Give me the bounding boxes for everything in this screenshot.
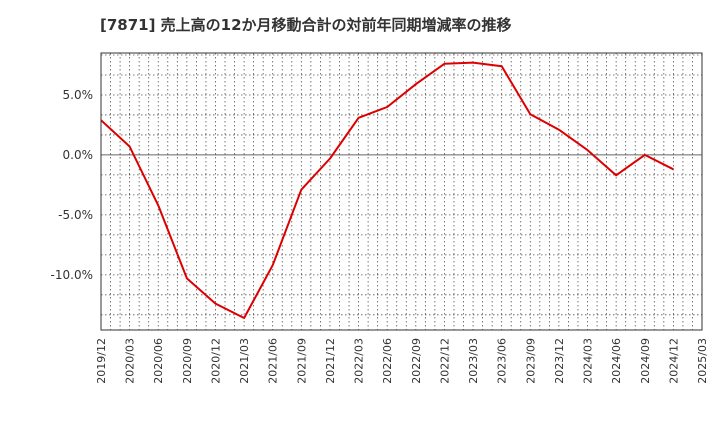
x-tick-label: 2021/12 xyxy=(324,338,337,384)
y-tick-label: -5.0% xyxy=(58,208,93,222)
x-tick-label: 2020/12 xyxy=(209,338,222,384)
chart-title: [7871] 売上高の12か月移動合計の対前年同期増減率の推移 xyxy=(100,16,512,34)
x-tick-label: 2020/09 xyxy=(181,338,194,384)
y-tick-label: 0.0% xyxy=(63,148,94,162)
y-tick-label: 5.0% xyxy=(63,88,94,102)
x-tick-label: 2019/12 xyxy=(95,338,108,384)
x-tick-label: 2024/12 xyxy=(667,338,680,384)
plot-frame xyxy=(100,52,703,331)
x-tick-label: 2024/09 xyxy=(639,338,652,384)
x-tick-label: 2020/03 xyxy=(124,338,137,384)
x-axis-ticks: 2019/12 2020/03 2020/06 2020/09 2020/12 2021/… xyxy=(95,338,709,384)
x-tick-label: 2023/09 xyxy=(524,338,537,384)
x-tick-label: 2023/03 xyxy=(467,338,480,384)
series-line xyxy=(100,61,674,319)
x-tick-label: 2022/09 xyxy=(410,338,423,384)
series-layer xyxy=(100,61,674,319)
x-tick-label: 2023/12 xyxy=(553,338,566,384)
x-tick-label: 2020/06 xyxy=(152,338,165,384)
x-tick-label: 2022/06 xyxy=(381,338,394,384)
x-tick-label: 2021/03 xyxy=(238,338,251,384)
x-tick-label: 2022/03 xyxy=(353,338,366,384)
x-tick-label: 2024/03 xyxy=(582,338,595,384)
x-tick-label: 2021/06 xyxy=(267,338,280,384)
plot-area xyxy=(101,53,702,330)
x-tick-label: 2023/06 xyxy=(496,338,509,384)
y-axis-ticks: 5.0% 0.0% -5.0% -10.0% xyxy=(51,88,93,282)
x-tick-label: 2022/12 xyxy=(438,338,451,384)
x-tick-label: 2021/09 xyxy=(295,338,308,384)
grid-lines xyxy=(101,53,702,330)
x-tick-label: 2024/06 xyxy=(610,338,623,384)
x-tick-label: 2025/03 xyxy=(696,338,709,384)
y-tick-label: -10.0% xyxy=(51,268,93,282)
